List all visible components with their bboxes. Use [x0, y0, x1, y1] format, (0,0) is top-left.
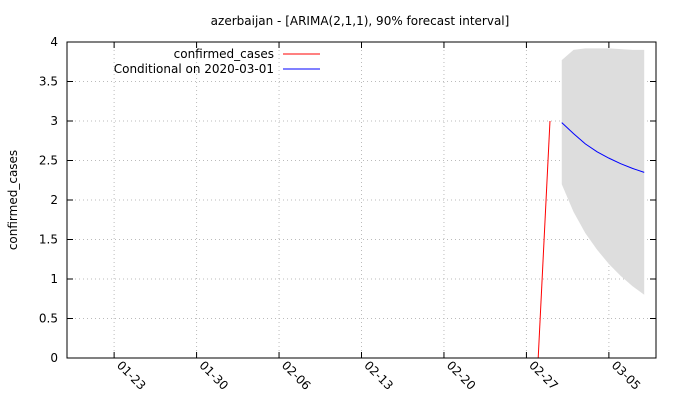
y-tick-label: 1.5 [39, 233, 58, 247]
y-tick-label: 3.5 [39, 75, 58, 89]
y-tick-label: 0 [50, 351, 58, 365]
x-tick-label: 01-30 [196, 358, 231, 393]
x-tick-label: 02-20 [444, 358, 479, 393]
forecast-interval-band [561, 48, 645, 295]
series-line-conditional-forecast [561, 122, 645, 173]
legend-label: Conditional on 2020-03-01 [114, 62, 274, 76]
chart-title: azerbaijan - [ARIMA(2,1,1), 90% forecast… [211, 14, 510, 28]
axes [66, 41, 657, 359]
forecast-interval [561, 48, 645, 295]
x-tick-label: 02-06 [279, 358, 314, 393]
x-tick-label: 01-23 [114, 358, 149, 393]
tick-labels: 0 0.5 1 1.5 2 2.5 3 3.5 4 01-23 01-30 02-06 02-13 02-… [39, 35, 643, 393]
x-tick-label: 03-05 [609, 358, 644, 393]
x-tick-label: 02-13 [361, 358, 396, 393]
series [537, 120, 645, 359]
x-tick-label: 02-27 [526, 358, 561, 393]
series-line-confirmed-cases [537, 120, 551, 359]
y-tick-label: 1 [50, 272, 58, 286]
y-tick-label: 0.5 [39, 312, 58, 326]
y-axis-label: confirmed_cases [6, 150, 20, 250]
y-tick-label: 2 [50, 193, 58, 207]
y-tick-label: 2.5 [39, 154, 58, 168]
legend-label: confirmed_cases [174, 47, 274, 61]
y-tick-label: 3 [50, 114, 58, 128]
y-tick-label: 4 [50, 35, 58, 49]
